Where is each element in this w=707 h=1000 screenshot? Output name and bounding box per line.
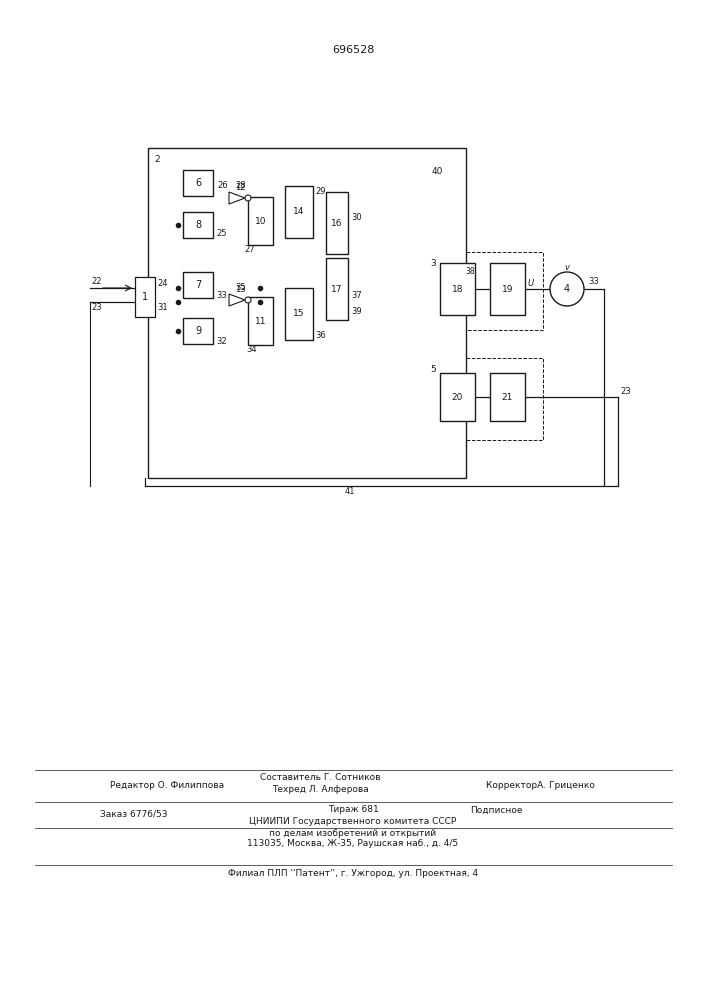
- Text: 21: 21: [502, 392, 513, 401]
- Text: 13: 13: [235, 286, 245, 294]
- Text: 38: 38: [465, 266, 475, 275]
- Bar: [183, 212, 213, 238]
- Text: 10: 10: [255, 217, 267, 226]
- Bar: [183, 272, 213, 298]
- Text: 39: 39: [351, 306, 361, 316]
- Text: 17: 17: [332, 284, 343, 294]
- Bar: [490, 263, 525, 315]
- Bar: [440, 263, 475, 315]
- Text: 12: 12: [235, 184, 245, 192]
- Text: 37: 37: [351, 290, 362, 300]
- Text: 23: 23: [620, 386, 631, 395]
- Text: U: U: [528, 278, 534, 288]
- Text: Подписное: Подписное: [470, 806, 522, 814]
- Text: 40: 40: [432, 167, 443, 176]
- Bar: [285, 186, 313, 238]
- Text: 20: 20: [452, 392, 463, 401]
- Text: 5: 5: [430, 365, 436, 374]
- Text: 1: 1: [142, 292, 148, 302]
- Text: 33: 33: [216, 290, 227, 300]
- Text: Тираж 681: Тираж 681: [327, 806, 378, 814]
- Text: 24: 24: [157, 278, 168, 288]
- Bar: [248, 297, 273, 345]
- Polygon shape: [229, 294, 245, 306]
- Bar: [135, 277, 155, 317]
- Circle shape: [245, 195, 251, 201]
- Text: Составитель Г. Сотников: Составитель Г. Сотников: [259, 774, 380, 782]
- Text: 8: 8: [195, 220, 201, 230]
- Circle shape: [245, 297, 251, 303]
- Text: v: v: [564, 262, 570, 271]
- Text: 30: 30: [351, 213, 361, 222]
- Text: 19: 19: [502, 284, 513, 294]
- Bar: [148, 148, 466, 478]
- Circle shape: [550, 272, 584, 306]
- Text: 25: 25: [216, 229, 226, 237]
- Text: 6: 6: [195, 178, 201, 188]
- Text: 14: 14: [293, 208, 305, 217]
- Bar: [440, 373, 475, 421]
- Text: ЦНИИПИ Государственного комитета СССР: ЦНИИПИ Государственного комитета СССР: [250, 818, 457, 826]
- Text: 113035, Москва, Ж-35, Раушская наб., д. 4/5: 113035, Москва, Ж-35, Раушская наб., д. …: [247, 840, 459, 848]
- Text: КорректорА. Гриценко: КорректорА. Гриценко: [486, 782, 595, 790]
- Bar: [326, 192, 348, 254]
- Text: Редактор О. Филиппова: Редактор О. Филиппова: [110, 782, 224, 790]
- Text: 9: 9: [195, 326, 201, 336]
- Text: 3: 3: [430, 259, 436, 268]
- Text: 2: 2: [154, 155, 160, 164]
- Bar: [490, 373, 525, 421]
- Text: 32: 32: [216, 336, 227, 346]
- Bar: [326, 258, 348, 320]
- Polygon shape: [229, 192, 245, 204]
- Bar: [425, 358, 543, 440]
- Text: 35: 35: [235, 282, 246, 292]
- Text: Техред Л. Алферова: Техред Л. Алферова: [271, 786, 368, 794]
- Text: 16: 16: [332, 219, 343, 228]
- Text: 33: 33: [589, 276, 600, 286]
- Text: 11: 11: [255, 316, 267, 326]
- Text: 36: 36: [315, 330, 326, 340]
- Text: 41: 41: [345, 487, 355, 495]
- Bar: [168, 160, 448, 468]
- Text: 34: 34: [247, 346, 257, 355]
- Text: 31: 31: [157, 304, 168, 312]
- Bar: [285, 288, 313, 340]
- Text: 23: 23: [91, 304, 102, 312]
- Text: 18: 18: [452, 284, 463, 294]
- Text: Заказ 6776/53: Заказ 6776/53: [100, 810, 168, 818]
- Text: 27: 27: [245, 245, 255, 254]
- Text: 696528: 696528: [332, 45, 374, 55]
- Bar: [183, 318, 213, 344]
- Text: 4: 4: [564, 284, 570, 294]
- Bar: [183, 170, 213, 196]
- Text: 26: 26: [218, 182, 228, 190]
- Text: Филиал ПЛП ''Патент'', г. Ужгород, ул. Проектная, 4: Филиал ПЛП ''Патент'', г. Ужгород, ул. П…: [228, 868, 478, 878]
- Text: 15: 15: [293, 310, 305, 318]
- Text: по делам изобретений и открытий: по делам изобретений и открытий: [269, 828, 436, 838]
- Bar: [248, 197, 273, 245]
- Text: 22: 22: [91, 277, 102, 286]
- Text: 7: 7: [195, 280, 201, 290]
- Bar: [425, 252, 543, 330]
- Text: 29: 29: [315, 186, 325, 196]
- Text: 28: 28: [235, 180, 246, 190]
